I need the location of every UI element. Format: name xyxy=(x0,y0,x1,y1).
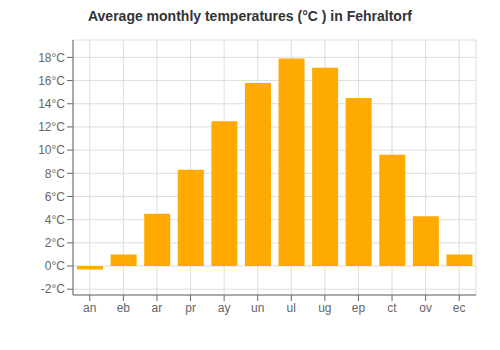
svg-text:ay: ay xyxy=(218,301,231,315)
svg-text:ul: ul xyxy=(287,301,296,315)
svg-text:ec: ec xyxy=(453,301,466,315)
svg-text:0°C: 0°C xyxy=(45,259,65,273)
svg-text:2°C: 2°C xyxy=(45,236,65,250)
svg-text:ep: ep xyxy=(352,301,366,315)
svg-text:10°C: 10°C xyxy=(38,143,65,157)
svg-text:4°C: 4°C xyxy=(45,213,65,227)
svg-text:ct: ct xyxy=(387,301,397,315)
svg-text:18°C: 18°C xyxy=(38,51,65,65)
svg-text:6°C: 6°C xyxy=(45,190,65,204)
svg-text:16°C: 16°C xyxy=(38,74,65,88)
html-text:Average monthly temperatures (: Average monthly temperatures (°C ) in Fe… xyxy=(88,8,412,24)
svg-text:ar: ar xyxy=(152,301,163,315)
svg-text:12°C: 12°C xyxy=(38,120,65,134)
svg-text:eb: eb xyxy=(117,301,131,315)
svg-text:14°C: 14°C xyxy=(38,97,65,111)
svg-text:an: an xyxy=(83,301,96,315)
svg-text:un: un xyxy=(251,301,264,315)
svg-text:pr: pr xyxy=(185,301,196,315)
svg-text:8°C: 8°C xyxy=(45,167,65,181)
svg-text:ug: ug xyxy=(318,301,331,315)
svg-text:-2°C: -2°C xyxy=(41,282,65,296)
svg-text:ov: ov xyxy=(419,301,432,315)
